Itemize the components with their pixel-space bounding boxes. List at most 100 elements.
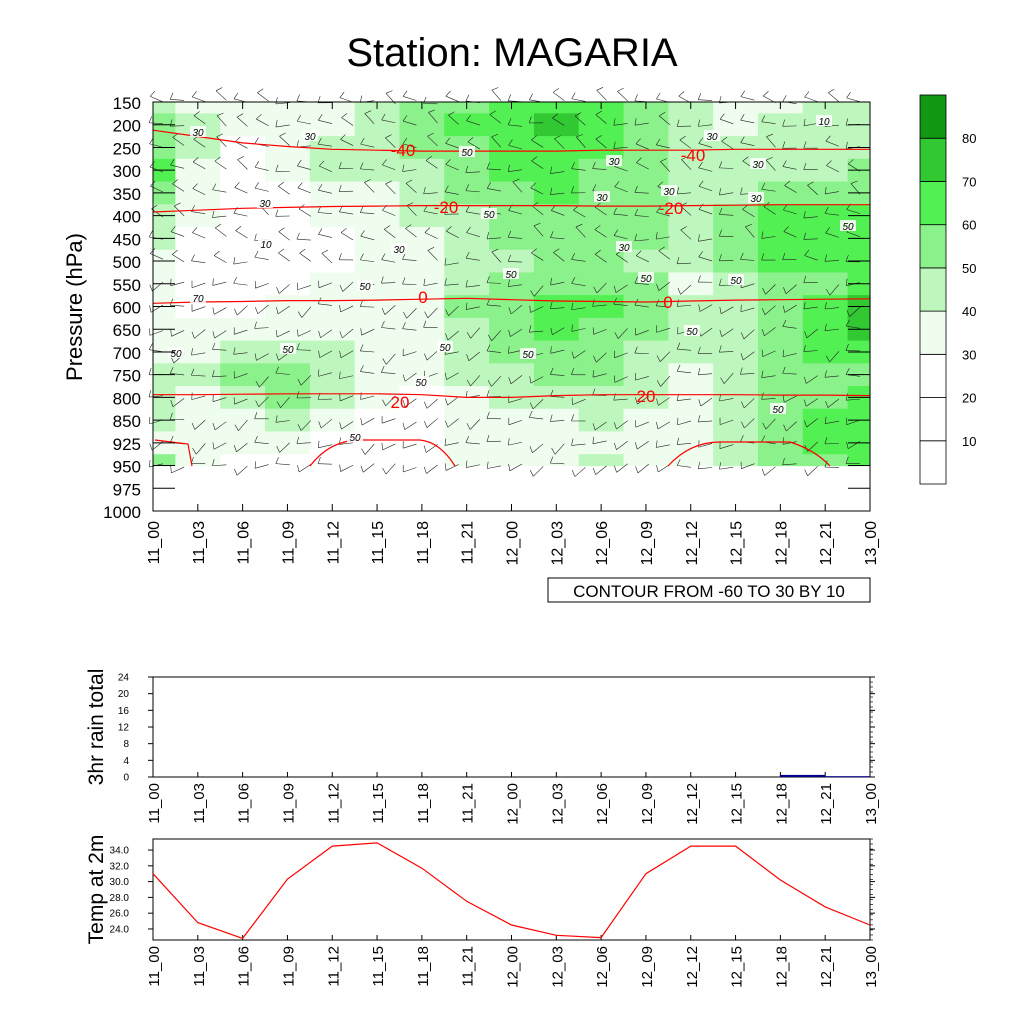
wind-barb-feather bbox=[445, 398, 448, 406]
humidity-cell bbox=[399, 295, 445, 319]
humidity-contour-label-bg bbox=[594, 191, 610, 202]
humidity-cell bbox=[489, 295, 535, 319]
wind-barb bbox=[444, 191, 459, 195]
temp2m-ytick-label: 32.0 bbox=[110, 861, 130, 872]
wind-barb-feather bbox=[445, 333, 449, 341]
wind-barb bbox=[550, 237, 565, 240]
humidity-cell bbox=[757, 431, 804, 455]
wind-barb bbox=[508, 261, 523, 263]
rain-ytick-label: 16 bbox=[118, 706, 130, 717]
wind-barb-feather bbox=[824, 207, 829, 214]
humidity-cell bbox=[354, 340, 401, 364]
wind-barb-feather bbox=[613, 141, 616, 149]
humidity-contour-label: 50 bbox=[461, 148, 473, 159]
humidity-cell bbox=[444, 272, 490, 296]
humidity-cell bbox=[354, 113, 401, 137]
wind-barb-feather bbox=[465, 460, 468, 468]
wind-barb-feather bbox=[846, 91, 851, 99]
wind-barb bbox=[236, 116, 248, 127]
wind-barb-feather bbox=[740, 136, 745, 143]
wind-barb bbox=[677, 192, 692, 195]
wind-barb-feather bbox=[381, 253, 386, 260]
humidity-cell bbox=[668, 431, 714, 455]
wind-barb bbox=[782, 166, 797, 170]
wind-barb-feather bbox=[596, 87, 604, 91]
rain-xtick-label: 11_12 bbox=[325, 783, 342, 824]
humidity-cell bbox=[533, 386, 580, 410]
rain-bar bbox=[825, 776, 870, 778]
wind-barb bbox=[320, 418, 333, 429]
wind-barb bbox=[529, 417, 544, 420]
wind-barb-feather bbox=[381, 113, 386, 121]
humidity-cell bbox=[220, 408, 266, 433]
wind-barb bbox=[233, 212, 248, 217]
wind-barb bbox=[319, 350, 333, 358]
isotherm-surface-loop bbox=[154, 439, 193, 467]
wind-barb bbox=[764, 466, 776, 476]
wind-barb bbox=[807, 185, 818, 195]
wind-barb-feather bbox=[742, 204, 749, 210]
wind-barb bbox=[191, 395, 206, 400]
wind-barb-feather bbox=[364, 110, 372, 114]
isotherm-0 bbox=[152, 297, 871, 304]
wind-barb bbox=[234, 398, 248, 405]
wind-barb-feather bbox=[824, 437, 828, 444]
wind-barb-feather bbox=[254, 321, 257, 329]
wind-barb bbox=[445, 164, 459, 171]
wind-barb bbox=[846, 398, 861, 401]
wind-barb-feather bbox=[719, 161, 723, 168]
humidity-cell bbox=[578, 408, 625, 433]
humidity-cell bbox=[220, 386, 266, 410]
wind-barb bbox=[275, 124, 290, 128]
wind-barb bbox=[191, 211, 206, 214]
humidity-cell bbox=[757, 181, 804, 205]
wind-barb-feather bbox=[297, 424, 302, 431]
wind-barb-feather bbox=[507, 254, 511, 262]
wind-barb-feather bbox=[402, 322, 406, 329]
wind-barb bbox=[428, 112, 438, 124]
wind-barb bbox=[637, 395, 649, 405]
wind-barb-feather bbox=[466, 332, 471, 339]
wind-barb-feather bbox=[234, 468, 238, 476]
wind-barb bbox=[613, 235, 628, 240]
wind-barb bbox=[656, 211, 670, 217]
wind-barb bbox=[677, 348, 692, 351]
wind-barb-feather bbox=[804, 469, 808, 476]
humidity-cell bbox=[668, 454, 714, 467]
wind-barb-feather bbox=[191, 422, 196, 430]
wind-barb bbox=[297, 165, 311, 170]
wind-barb bbox=[445, 464, 459, 471]
wind-barb bbox=[765, 418, 776, 430]
wind-barb-feather bbox=[360, 230, 365, 237]
wind-barb bbox=[529, 330, 544, 333]
humidity-cell bbox=[444, 295, 490, 319]
wind-barb-feather bbox=[466, 114, 471, 121]
wind-barb bbox=[803, 216, 818, 219]
wind-barb bbox=[255, 464, 269, 469]
wind-barb-feather bbox=[825, 135, 831, 142]
wind-barb-feather bbox=[402, 399, 406, 407]
wind-barb-feather bbox=[318, 330, 321, 338]
wind-barb bbox=[278, 185, 290, 195]
wind-barb-feather bbox=[681, 156, 688, 160]
humidity-contour-label: 50 bbox=[686, 327, 698, 338]
temperature-contour-label: -40 bbox=[681, 146, 706, 165]
wind-barb-feather bbox=[338, 184, 342, 192]
humidity-cell bbox=[668, 113, 714, 137]
wind-barb bbox=[740, 258, 755, 261]
wind-barb-feather bbox=[782, 366, 786, 374]
wind-barb-feather bbox=[339, 305, 341, 313]
wind-barb bbox=[508, 398, 523, 403]
wind-barb-feather bbox=[212, 370, 215, 377]
humidity-cell bbox=[309, 249, 356, 274]
humidity-cell bbox=[489, 408, 535, 433]
wind-barb-feather bbox=[592, 370, 594, 378]
wind-barb bbox=[573, 209, 586, 218]
humidity-contour-label: 30 bbox=[752, 160, 764, 171]
wind-barb-feather bbox=[448, 111, 455, 116]
wind-barb bbox=[213, 307, 227, 315]
colorbar-label: 70 bbox=[962, 174, 976, 189]
wind-barb bbox=[212, 397, 227, 402]
wind-barb-feather bbox=[402, 422, 405, 430]
humidity-cell bbox=[623, 113, 669, 137]
